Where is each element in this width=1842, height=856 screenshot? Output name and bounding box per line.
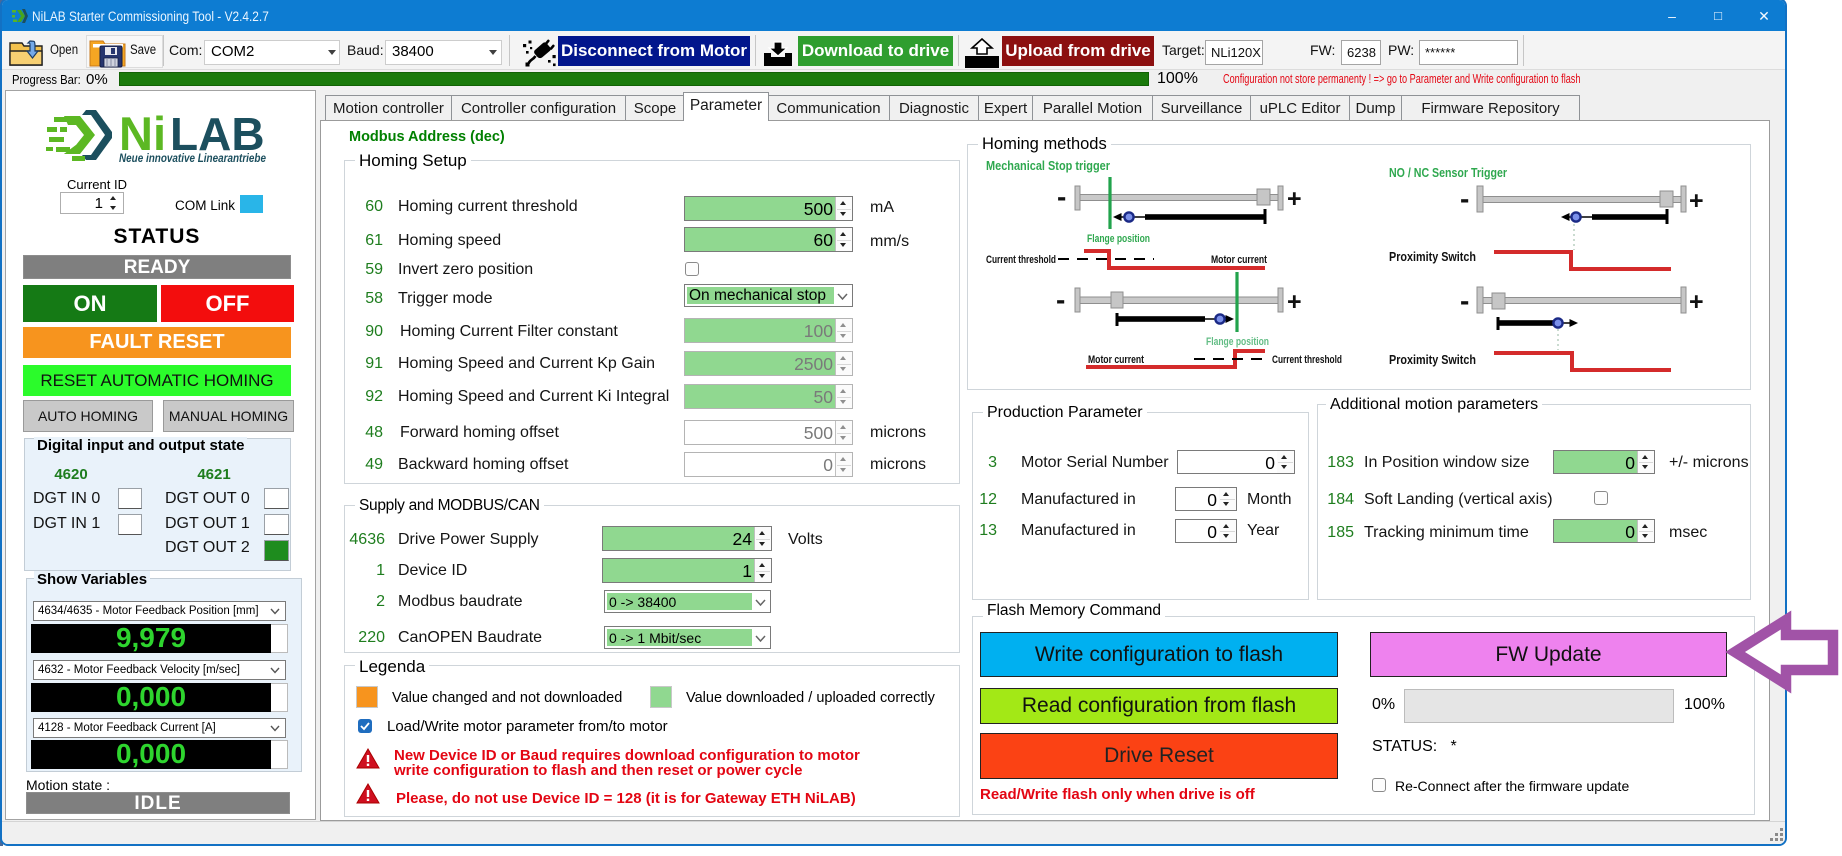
svg-text:Motor current: Motor current — [1088, 354, 1144, 366]
svg-text:Ni: Ni — [119, 107, 166, 160]
svg-text:+: + — [1689, 187, 1704, 215]
svg-text:Current threshold: Current threshold — [986, 254, 1056, 266]
svg-text:Neue innovative Linearantriebe: Neue innovative Linearantriebe — [119, 151, 266, 165]
svg-text:NO / NC Sensor Trigger: NO / NC Sensor Trigger — [1389, 165, 1507, 180]
svg-text:Flange position: Flange position — [1087, 233, 1150, 245]
svg-text:-: - — [1056, 284, 1065, 315]
svg-text:-: - — [1057, 181, 1066, 212]
svg-text:-: - — [1460, 285, 1469, 316]
svg-text:Motor current: Motor current — [1211, 254, 1267, 266]
svg-text:Proximity Switch: Proximity Switch — [1389, 250, 1476, 264]
svg-text:+: + — [1287, 288, 1302, 316]
svg-text:-: - — [1460, 183, 1469, 214]
svg-text:Mechanical Stop trigger: Mechanical Stop trigger — [986, 158, 1110, 173]
svg-text:Current threshold: Current threshold — [1272, 354, 1342, 366]
svg-text:+: + — [1287, 185, 1302, 213]
svg-text:LAB: LAB — [170, 108, 265, 160]
svg-text:+: + — [1689, 288, 1704, 316]
svg-text:Flange position: Flange position — [1206, 336, 1269, 348]
svg-text:Proximity Switch: Proximity Switch — [1389, 353, 1476, 367]
